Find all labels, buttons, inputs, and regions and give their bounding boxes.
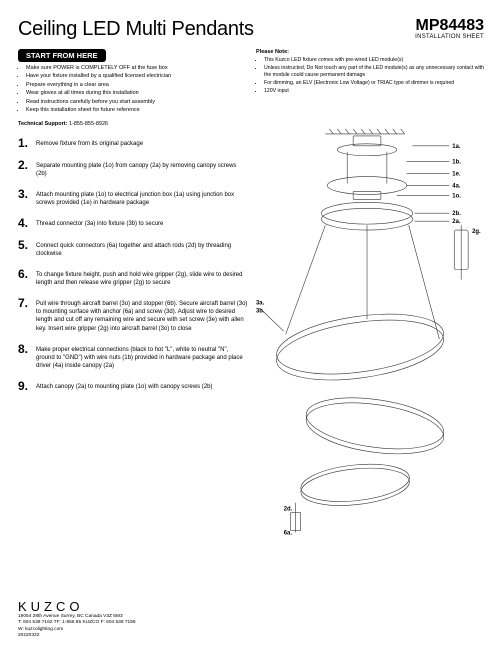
step-text: Attach mounting plate (1o) to electrical… [36,188,248,207]
step-number: 6. [18,268,32,287]
label-6a: 6a. [284,530,293,536]
start-from-here-badge: START FROM HERE [18,49,106,62]
sku-code: MP84483 [415,18,484,34]
step-number: 9. [18,380,32,392]
step-text: Make proper electrical connections (blac… [36,343,248,370]
label-2a: 2a. [452,219,461,225]
step-number: 7. [18,297,32,332]
step-item: 3.Attach mounting plate (1o) to electric… [18,188,248,207]
step-text: Separate mounting plate (1o) from canopy… [36,159,248,178]
step-item: 7.Pull wire through aircraft barrel (3o)… [18,297,248,332]
header: Ceiling LED Multi Pendants MP84483 INSTA… [18,18,484,41]
list-item: Wear gloves at all times during this ins… [26,90,248,97]
step-item: 2.Separate mounting plate (1o) from cano… [18,159,248,178]
step-item: 1. Remove fixture from its original packa… [18,137,248,149]
step-text: Remove fixture from its original package [36,137,143,149]
steps-list: 1. Remove fixture from its original packa… [18,137,248,392]
list-item: Make sure POWER is COMPLETELY OFF at the… [26,65,248,72]
step-number: 2. [18,159,32,178]
brand-logo: KUZCO [18,599,484,614]
tech-support: Technical Support: 1-855-855-8926 [18,121,248,127]
label-1o: 1o. [452,193,461,199]
list-item: Have your fixture installed by a qualifi… [26,73,248,80]
step-text: Attach canopy (2a) to mounting plate (1o… [36,380,212,392]
step-item: 9. Attach canopy (2a) to mounting plate (… [18,380,248,392]
please-note-title: Please Note: [256,49,484,55]
label-4a: 4a. [452,183,461,189]
step-text: To change fixture height, push and hold … [36,268,248,287]
label-3a: 3a. [256,300,265,306]
step-number: 4. [18,217,32,229]
step-item: 8.Make proper electrical connections (bl… [18,343,248,370]
footer-rev: 20220322 [18,633,484,639]
label-2d: 2d. [284,506,293,512]
label-1a: 1a. [452,144,461,150]
page-title: Ceiling LED Multi Pendants [18,18,254,41]
tech-support-number: 1-855-855-8926 [69,121,108,127]
step-text: Pull wire through aircraft barrel (3o) a… [36,297,248,332]
list-item: Keep this installation sheet for future … [26,107,248,114]
label-3b: 3b. [256,308,265,314]
footer: KUZCO 19054 28th Avenue Surrey, BC Canad… [18,599,484,639]
list-item: Read instructions carefully before you s… [26,99,248,106]
list-item: Prepare everything in a clear area [26,82,248,89]
step-number: 1. [18,137,32,149]
step-text: Thread connector (3a) into fixture (3b) … [36,217,163,229]
sku-subtitle: INSTALLATION SHEET [415,34,484,40]
label-2g: 2g. [472,229,481,235]
step-number: 5. [18,239,32,258]
diagram-svg: 1a. 1b. 1e. 4a. 1o. 2b. 2a. 2g. 3a. 3b. … [256,126,484,542]
tech-support-label: Technical Support: [18,121,67,127]
list-item: This Kuzco LED fixture comes with pre-wi… [264,57,484,64]
sku-block: MP84483 INSTALLATION SHEET [415,18,484,40]
label-2b: 2b. [452,211,461,217]
step-item: 4. Thread connector (3a) into fixture (3b… [18,217,248,229]
step-number: 8. [18,343,32,370]
label-1e: 1e. [452,171,461,177]
step-item: 6.To change fixture height, push and hol… [18,268,248,287]
exploded-diagram: 1a. 1b. 1e. 4a. 1o. 2b. 2a. 2g. 3a. 3b. … [256,69,484,599]
label-1b: 1b. [452,160,461,166]
step-number: 3. [18,188,32,207]
step-text: Connect quick connectors (6a) together a… [36,239,248,258]
precheck-list: Make sure POWER is COMPLETELY OFF at the… [18,65,248,115]
step-item: 5.Connect quick connectors (6a) together… [18,239,248,258]
